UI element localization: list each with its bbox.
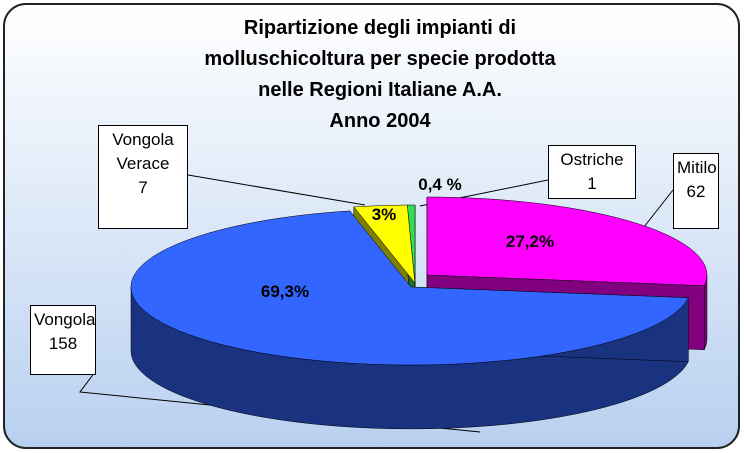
callout-box: Vongola Verace 7 <box>98 125 188 229</box>
pie-slice <box>130 210 689 366</box>
callout-value: 62 <box>686 182 706 201</box>
callout-box: Vongola 158 <box>30 305 96 375</box>
percent-label: 27,2% <box>506 232 554 251</box>
callout-value: 1 <box>587 174 597 193</box>
callout-value: 7 <box>138 178 148 197</box>
leader-line <box>639 189 674 233</box>
percent-label: 0,4 % <box>418 175 461 194</box>
callout-box: Ostriche 1 <box>548 145 636 199</box>
callout-category: Vongola <box>34 310 96 329</box>
leader-line <box>187 174 366 206</box>
callout-category: Ostriche <box>560 150 624 169</box>
chart-title: nelle Regioni Italiane A.A. <box>258 79 502 101</box>
pie-slice <box>407 204 416 284</box>
callout-category: Vongola Verace <box>112 130 174 173</box>
chart-title: Ripartizione degli impianti di <box>244 17 516 39</box>
callout-box: Mitilo 62 <box>673 153 719 229</box>
percent-label: 69,3% <box>261 282 309 301</box>
pie-tops <box>130 196 708 366</box>
callout-category: Mitilo <box>677 158 717 177</box>
callout-value: 158 <box>48 334 78 353</box>
chart-title: molluschicoltura per specie prodotta <box>204 48 556 70</box>
percent-label: 3% <box>372 205 397 224</box>
pie-slice <box>426 196 708 286</box>
pie-wall <box>704 274 708 350</box>
chart-title: Anno 2004 <box>329 110 431 132</box>
